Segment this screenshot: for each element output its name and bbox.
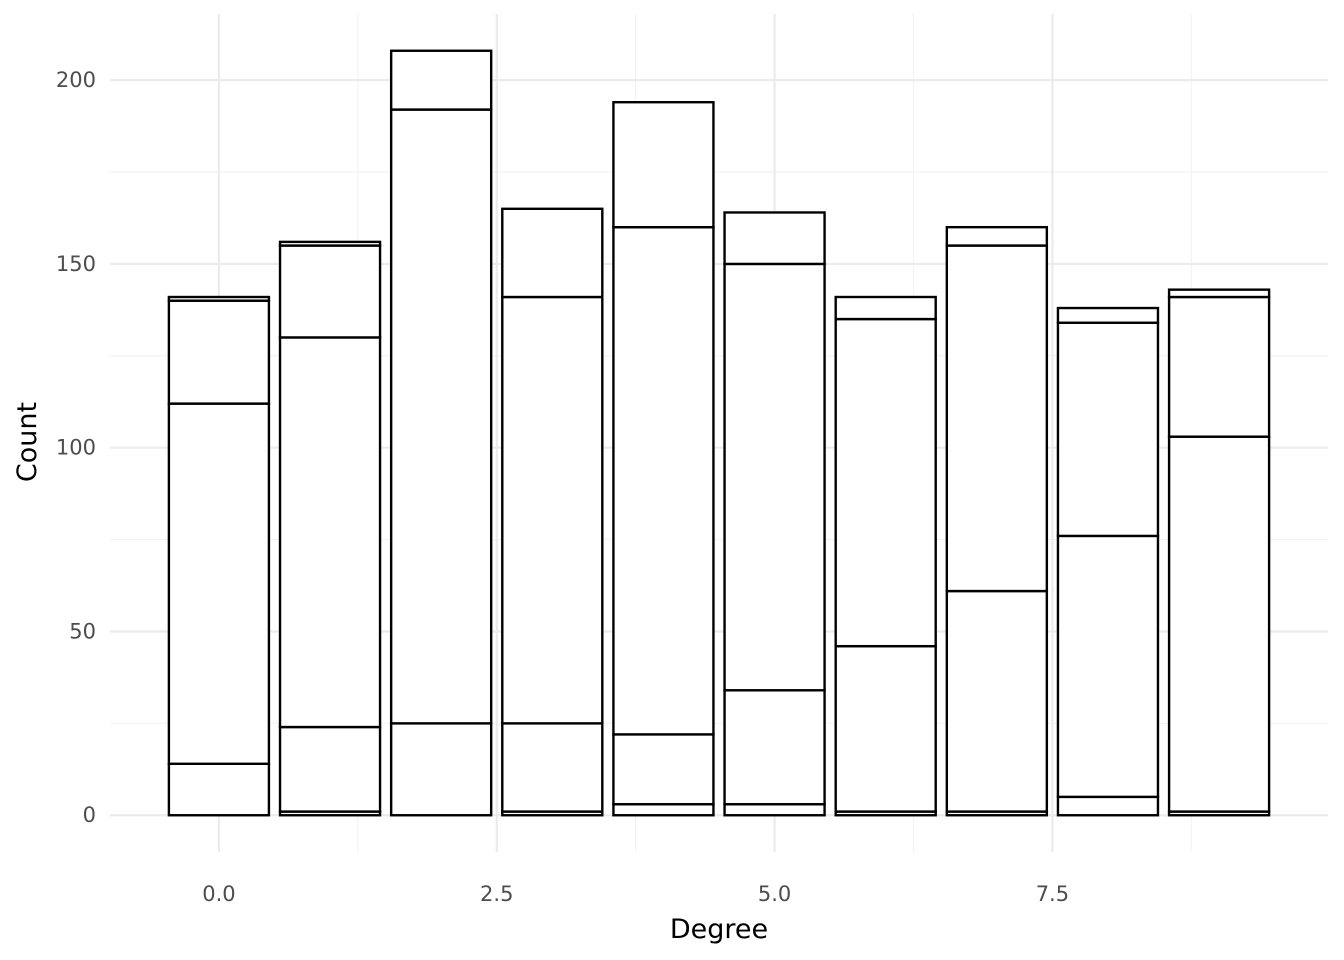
bar-segment [1056,321,1160,538]
y-tick-label: 100 [56,436,96,460]
bar-segment [1056,534,1160,799]
bar-segment [612,803,715,817]
bar-segment [1167,288,1271,299]
bar-segment [612,225,715,736]
bar-segment [278,725,382,813]
bar-segment [723,689,826,806]
bar-segment [834,295,937,321]
bar-segment [501,207,604,299]
bar-segment [278,336,382,729]
bar-segment [278,240,382,247]
y-tick-label: 200 [56,68,96,92]
y-tick-label: 0 [83,803,96,827]
bar-segment [1167,435,1271,813]
bar-segment [278,244,382,339]
x-tick-label: 7.5 [1036,882,1069,906]
y-tick-label: 50 [69,619,96,643]
bar-segment [723,803,826,817]
bar-segment [167,295,271,302]
y-tick-labels: 0 50 100 150 200 [56,68,96,827]
bar-segment [501,295,604,725]
y-axis-title: Count [12,402,43,482]
bar-segment [612,101,715,229]
bar-segment [945,244,1049,593]
bar-segment [167,402,271,765]
bar-segment [389,722,493,817]
x-tick-labels: 0.0 2.5 5.0 7.5 [202,882,1069,906]
bar-segment [1167,295,1271,438]
bar-segment [1056,795,1160,817]
bar-segment [945,589,1049,813]
bars [167,49,1271,817]
x-tick-label: 0.0 [202,882,235,906]
x-tick-label: 5.0 [758,882,791,906]
x-axis-title: Degree [670,914,768,945]
bar-segment [723,211,826,266]
bar-segment [612,733,715,806]
bar-segment [945,225,1049,247]
bar-segment [167,762,271,817]
bar-segment [1056,306,1160,324]
bar-segment [389,108,493,725]
y-tick-label: 150 [56,252,96,276]
x-tick-label: 2.5 [480,882,513,906]
bar-segment [834,317,937,648]
bar-segment [389,49,493,111]
bar-segment [501,722,604,813]
bar-segment [834,644,937,813]
bar-segment [167,299,271,405]
bar-segment [723,262,826,692]
